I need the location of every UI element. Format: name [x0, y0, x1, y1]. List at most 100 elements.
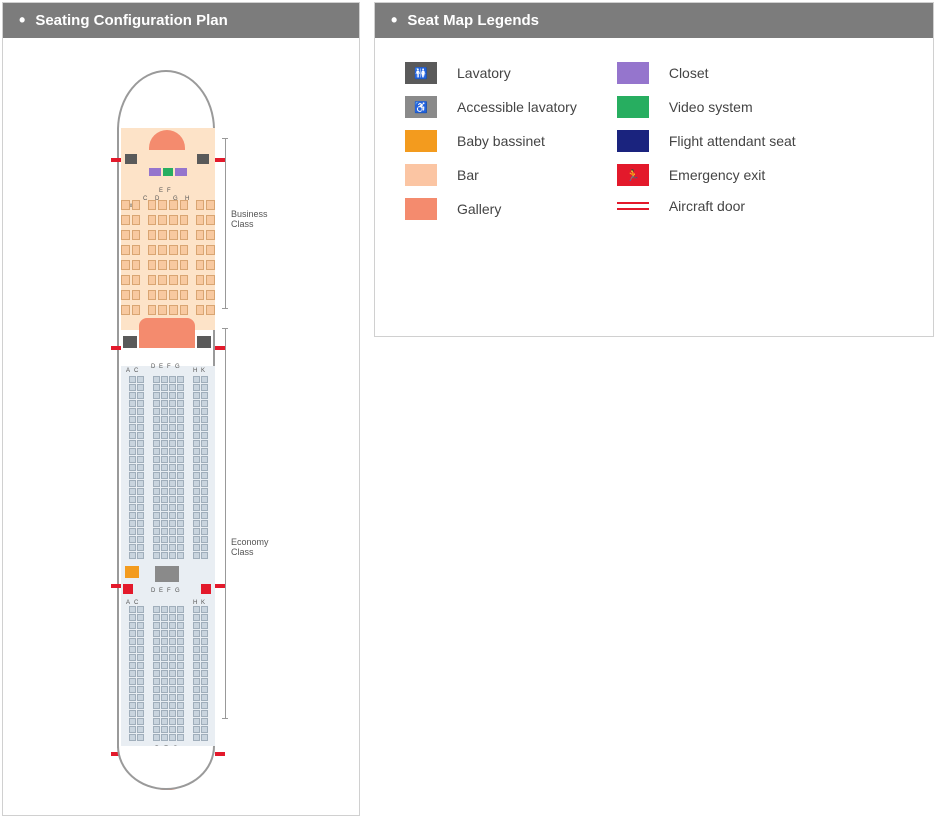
col-econ2-E: E — [159, 588, 163, 594]
economy-seat — [137, 702, 144, 709]
business-seat — [180, 275, 189, 285]
economy-seat — [137, 678, 144, 685]
business-seat — [180, 215, 189, 225]
economy-seat — [201, 440, 208, 447]
economy-seat — [169, 504, 176, 511]
economy-row — [121, 544, 215, 551]
col-label-biz-E: E — [159, 188, 163, 194]
business-seat — [169, 290, 178, 300]
baby_bassinet-icon — [405, 130, 437, 152]
col-econ-E: E — [159, 364, 163, 370]
economy-seat — [193, 480, 200, 487]
legend-item-gallery: Gallery — [405, 198, 577, 220]
economy-seat — [153, 528, 160, 535]
economy-seat — [193, 670, 200, 677]
economy-seat — [161, 384, 168, 391]
economy-seat — [201, 646, 208, 653]
economy-seat — [161, 622, 168, 629]
economy-seat — [169, 416, 176, 423]
tick — [222, 138, 228, 139]
economy-seat — [193, 654, 200, 661]
economy-seat — [177, 456, 184, 463]
economy-row — [121, 686, 215, 693]
economy-seat — [161, 432, 168, 439]
exit-mid-right — [201, 584, 211, 594]
economy-row — [121, 670, 215, 677]
economy-seat — [177, 606, 184, 613]
economy-seat — [129, 678, 136, 685]
emergency_exit-icon: 🏃 — [617, 164, 649, 186]
economy-row — [121, 504, 215, 511]
economy-seat — [161, 496, 168, 503]
legend-item-accessible_lavatory: ♿Accessible lavatory — [405, 96, 577, 118]
economy-seat — [169, 606, 176, 613]
economy-row — [121, 480, 215, 487]
business-row — [121, 275, 215, 286]
economy-seat — [153, 376, 160, 383]
economy-row — [121, 552, 215, 559]
economy-seat — [177, 694, 184, 701]
economy-seat — [201, 702, 208, 709]
business-seat — [158, 230, 167, 240]
business-seat — [148, 290, 157, 300]
economy-seat — [161, 424, 168, 431]
business-seat — [180, 260, 189, 270]
aircraft-cabin: E F C D G H A K A C — [117, 128, 215, 748]
economy-seat — [137, 504, 144, 511]
economy-seat — [137, 440, 144, 447]
economy-seat — [201, 400, 208, 407]
economy-seat — [129, 622, 136, 629]
seating-plan-title: Seating Configuration Plan — [3, 3, 359, 38]
economy-seat — [193, 552, 200, 559]
door-mid1-right — [215, 346, 225, 350]
economy-seat — [129, 646, 136, 653]
business-seat — [180, 290, 189, 300]
business-seat — [169, 215, 178, 225]
business-seat — [158, 275, 167, 285]
economy-row — [121, 400, 215, 407]
economy-seat — [161, 376, 168, 383]
business-seat — [132, 230, 141, 240]
economy-seat — [193, 622, 200, 629]
video_system-icon — [617, 96, 649, 118]
economy-seat — [193, 384, 200, 391]
economy-seat — [169, 702, 176, 709]
economy-seat — [201, 654, 208, 661]
economy-seat — [193, 528, 200, 535]
economy-seat — [177, 376, 184, 383]
fuselage: E F C D G H A K A C — [117, 70, 215, 790]
economy-seat — [161, 528, 168, 535]
economy-seat — [137, 694, 144, 701]
business-seat — [121, 245, 130, 255]
economy-row — [121, 528, 215, 535]
economy-seat — [137, 718, 144, 725]
economy-seat — [201, 384, 208, 391]
business-seat — [206, 290, 215, 300]
economy-seat — [161, 440, 168, 447]
legends-body: 🚻Lavatory♿Accessible lavatoryBaby bassin… — [375, 38, 933, 244]
legend-item-closet: Closet — [617, 62, 796, 84]
economy-seat — [177, 496, 184, 503]
economy-seat — [153, 734, 160, 741]
economy-seat — [129, 670, 136, 677]
economy-seat — [153, 408, 160, 415]
business-seat — [169, 305, 178, 315]
economy-row — [121, 734, 215, 741]
economy-seat — [137, 376, 144, 383]
col-econ2-D: D — [151, 588, 155, 594]
economy-seat — [201, 488, 208, 495]
economy-seat — [201, 630, 208, 637]
economy-seat — [201, 464, 208, 471]
business-seat — [132, 305, 141, 315]
business-seat — [196, 275, 205, 285]
business-seat — [180, 230, 189, 240]
col-econ-A: A — [126, 368, 130, 374]
door-rear-right — [215, 752, 225, 756]
legend-label: Gallery — [457, 201, 501, 217]
economy-seat — [169, 408, 176, 415]
economy-seat — [161, 552, 168, 559]
economy-seat — [177, 448, 184, 455]
business-seat — [169, 260, 178, 270]
economy-seat — [169, 662, 176, 669]
business-seat — [196, 200, 205, 210]
